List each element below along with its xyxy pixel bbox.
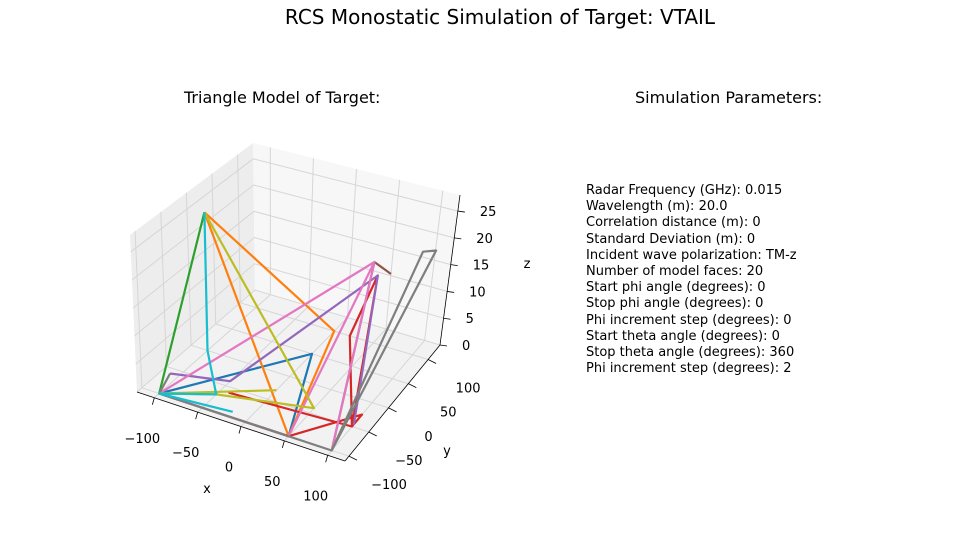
- parameter-line: Stop phi angle (degrees): 0: [586, 296, 764, 312]
- y-axis-line: [344, 344, 441, 462]
- parameter-line: Standard Deviation (m): 0: [586, 231, 756, 247]
- x-tick-label: 0: [225, 461, 233, 476]
- x-tick-label: −100: [124, 432, 160, 447]
- z-tick-mark: [447, 291, 455, 293]
- parameter-line: Wavelength (m): 20.0: [586, 199, 728, 215]
- z-tick-label: 20: [476, 232, 493, 247]
- parameter-line: Phi increment step (degrees): 2: [586, 361, 792, 377]
- x-tick-mark: [238, 426, 242, 434]
- x-tick-mark: [281, 440, 285, 448]
- parameter-line: Correlation distance (m): 0: [586, 215, 761, 231]
- x-axis-label: x: [203, 482, 211, 497]
- z-tick-mark: [457, 210, 465, 213]
- x-tick-label: 100: [303, 489, 328, 504]
- parameter-line: Stop theta angle (degrees): 360: [586, 345, 795, 361]
- parameter-line: Number of model faces: 20: [586, 264, 764, 280]
- y-tick-label: −100: [371, 478, 407, 493]
- y-axis-label: y: [443, 444, 451, 459]
- y-tick-mark: [348, 455, 358, 461]
- z-tick-label: 5: [466, 312, 474, 327]
- z-tick-label: 15: [473, 259, 490, 274]
- grid-line-z: [131, 184, 455, 281]
- parameter-line: Radar Frequency (GHz): 0.015: [586, 183, 783, 198]
- z-tick-mark: [443, 317, 451, 320]
- parameter-line: Incident wave polarization: TM-z: [586, 247, 797, 263]
- y-tick-mark: [408, 383, 417, 389]
- z-axis-label: z: [524, 257, 531, 272]
- x-tick-label: −50: [172, 446, 199, 461]
- axis-panes: [130, 143, 460, 461]
- floor-pane: [137, 290, 440, 461]
- model-edge-series-1: [203, 211, 336, 438]
- z-tick-mark: [450, 264, 458, 267]
- z-tick-mark: [439, 344, 448, 347]
- tick-marks: [151, 210, 465, 463]
- z-tick-mark: [454, 237, 462, 240]
- parameters-list: Radar Frequency (GHz): 0.015 Wavelength (…: [586, 183, 797, 377]
- parameter-line: Phi increment step (degrees): 0: [586, 312, 792, 328]
- z-tick-label: 10: [469, 285, 486, 300]
- model-edge-series-3: [158, 274, 379, 438]
- left-back-pane: [130, 143, 255, 392]
- y-tick-label: −50: [395, 454, 422, 469]
- model-edges: [158, 211, 438, 452]
- y-tick-mark: [427, 359, 437, 364]
- x-tick-mark: [195, 412, 199, 420]
- figure-title: RCS Monostatic Simulation of Target: VTA…: [284, 5, 716, 29]
- plot-title: Triangle Model of Target:: [184, 88, 381, 107]
- model-edge-series-4: [169, 274, 379, 426]
- parameters-title: Simulation Parameters:: [635, 88, 823, 107]
- parameter-line: Start phi angle (degrees): 0: [586, 280, 766, 296]
- z-axis-line: [439, 194, 461, 346]
- grid-line-z: [134, 236, 448, 337]
- x-tick-mark: [325, 455, 329, 463]
- axis-labels: x y z: [203, 257, 530, 497]
- grid-line-z: [132, 210, 451, 309]
- model-edge-series-7: [158, 249, 438, 452]
- y-tick-label: 100: [456, 382, 481, 397]
- y-tick-label: 0: [424, 430, 432, 445]
- right-back-pane: [253, 143, 460, 345]
- y-tick-mark: [388, 407, 397, 413]
- parameter-line: Start theta angle (degrees): 0: [586, 328, 780, 344]
- x-tick-mark: [151, 397, 155, 405]
- grid-line-z: [136, 289, 441, 393]
- z-tick-label: 0: [462, 339, 470, 354]
- y-tick-mark: [368, 431, 377, 437]
- grid-line-z: [130, 158, 459, 253]
- y-tick-label: 50: [440, 406, 457, 421]
- model-edge-series-9: [158, 212, 233, 413]
- z-tick-label: 25: [480, 205, 497, 220]
- x-tick-label: 50: [264, 475, 281, 490]
